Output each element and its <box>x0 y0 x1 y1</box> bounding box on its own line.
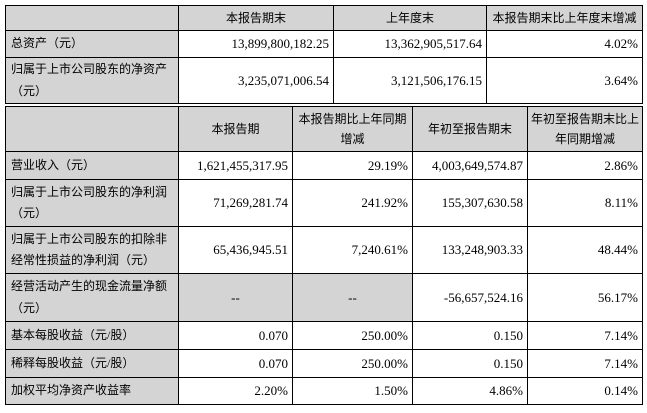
cell-value: 3,121,506,176.15 <box>333 56 487 105</box>
cell-value: 7.14% <box>527 349 643 379</box>
cell-value: 241.92% <box>292 179 413 228</box>
cell-value: 1,621,455,317.95 <box>178 151 293 181</box>
table-row-operating-revenue: 营业收入（元） 1,621,455,317.95 29.19% 4,003,64… <box>5 151 643 181</box>
cell-value: 1.50% <box>292 377 413 406</box>
table-row-total-assets: 总资产（元） 13,899,800,182.25 13,362,905,517.… <box>5 30 643 58</box>
income-header-row: 本报告期 本报告期比上年同期增减 年初至报告期末 年初至报告期末比上年同期增减 <box>5 106 643 153</box>
header-prior-year-end: 上年度末 <box>333 5 487 31</box>
cell-value: 2.20% <box>178 377 293 406</box>
cell-value: -56,657,524.16 <box>412 273 528 323</box>
cell-value: 13,899,800,182.25 <box>178 30 334 58</box>
row-label: 稀释每股收益（元/股） <box>5 349 179 379</box>
table-row-basic-eps: 基本每股收益（元/股） 0.070 250.00% 0.150 7.14% <box>5 321 643 351</box>
table-row-net-profit-excl-nonrecurring: 归属于上市公司股东的扣除非经常性损益的净利润（元） 65,436,945.51 … <box>5 226 643 275</box>
cell-value: 3.64% <box>486 56 643 105</box>
header-empty-cell <box>5 5 179 31</box>
cell-value: 0.070 <box>178 349 293 379</box>
row-label: 基本每股收益（元/股） <box>5 321 179 351</box>
row-label: 归属于上市公司股东的扣除非经常性损益的净利润（元） <box>5 226 179 275</box>
cell-value: 7.14% <box>527 321 643 351</box>
cell-value: 133,248,903.33 <box>412 226 528 275</box>
header-change-vs-same-period: 本报告期比上年同期增减 <box>292 106 413 153</box>
cell-value-not-applicable: -- <box>292 273 413 323</box>
cell-value: 56.17% <box>527 273 643 323</box>
table-row-weighted-average-roe: 加权平均净资产收益率 2.20% 1.50% 4.86% 0.14% <box>5 377 643 406</box>
cell-value: 0.150 <box>412 349 528 379</box>
cell-value: 48.44% <box>527 226 643 275</box>
cell-value: 3,235,071,006.54 <box>178 56 334 105</box>
cell-value: 13,362,905,517.64 <box>333 30 487 58</box>
balance-header-row: 本报告期末 上年度末 本报告期末比上年度末增减 <box>5 5 643 31</box>
income-summary-table: 本报告期 本报告期比上年同期增减 年初至报告期末 年初至报告期末比上年同期增减 … <box>5 106 643 406</box>
table-row-net-assets: 归属于上市公司股东的净资产（元） 3,235,071,006.54 3,121,… <box>5 56 643 105</box>
cell-value: 65,436,945.51 <box>178 226 293 275</box>
cell-value: 4.86% <box>412 377 528 406</box>
cell-value: 250.00% <box>292 321 413 351</box>
row-label: 经营活动产生的现金流量净额（元） <box>5 273 179 323</box>
cell-value: 29.19% <box>292 151 413 181</box>
table-row-diluted-eps: 稀释每股收益（元/股） 0.070 250.00% 0.150 7.14% <box>5 349 643 379</box>
cell-value: 0.070 <box>178 321 293 351</box>
cell-value: 8.11% <box>527 179 643 228</box>
row-label: 总资产（元） <box>5 30 179 58</box>
row-label: 归属于上市公司股东的净资产（元） <box>5 56 179 105</box>
header-empty-cell <box>5 106 179 153</box>
row-label: 营业收入（元） <box>5 151 179 181</box>
header-ytd-change-vs-same-period: 年初至报告期末比上年同期增减 <box>527 106 643 153</box>
table-row-operating-cash-flow: 经营活动产生的现金流量净额（元） -- -- -56,657,524.16 56… <box>5 273 643 323</box>
cell-value: 71,269,281.74 <box>178 179 293 228</box>
cell-value: 4.02% <box>486 30 643 58</box>
cell-value: 250.00% <box>292 349 413 379</box>
header-current-period: 本报告期 <box>178 106 293 153</box>
cell-value: 155,307,630.58 <box>412 179 528 228</box>
header-current-period-end: 本报告期末 <box>178 5 334 31</box>
cell-value-not-applicable: -- <box>178 273 293 323</box>
cell-value: 4,003,649,574.87 <box>412 151 528 181</box>
row-label: 加权平均净资产收益率 <box>5 377 179 406</box>
header-change-vs-prior-year-end: 本报告期末比上年度末增减 <box>486 5 643 31</box>
financial-report-page: 本报告期末 上年度末 本报告期末比上年度末增减 总资产（元） 13,899,80… <box>0 5 647 413</box>
cell-value: 2.86% <box>527 151 643 181</box>
header-year-to-date: 年初至报告期末 <box>412 106 528 153</box>
cell-value: 0.150 <box>412 321 528 351</box>
row-label: 归属于上市公司股东的净利润（元） <box>5 179 179 228</box>
cell-value: 0.14% <box>527 377 643 406</box>
balance-summary-table: 本报告期末 上年度末 本报告期末比上年度末增减 总资产（元） 13,899,80… <box>5 5 643 105</box>
cell-value: 7,240.61% <box>292 226 413 275</box>
table-row-net-profit: 归属于上市公司股东的净利润（元） 71,269,281.74 241.92% 1… <box>5 179 643 228</box>
